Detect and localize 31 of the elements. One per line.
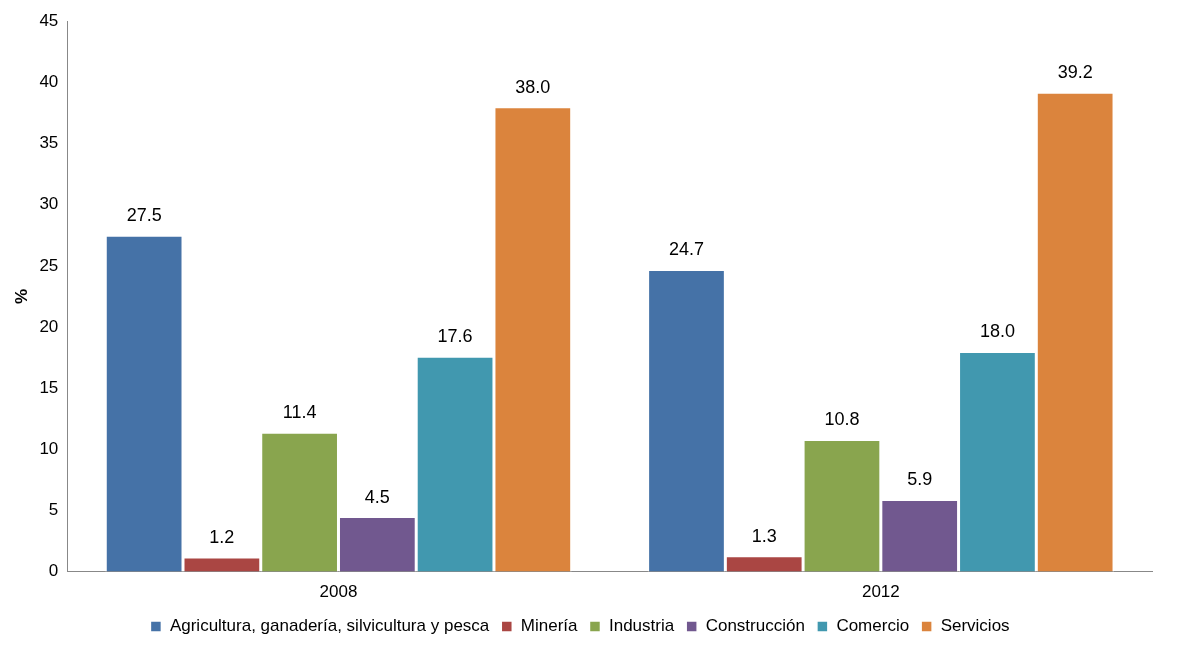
legend-label: Servicios — [940, 616, 1010, 636]
data-label: 1.2 — [209, 526, 235, 547]
y-tick-label: 45 — [39, 10, 59, 30]
legend-label: Agricultura, ganadería, silvicultura y pesca — [169, 616, 490, 636]
legend-label: Construcción — [705, 616, 805, 636]
y-tick-label: 0 — [48, 561, 59, 581]
y-axis-title: % — [11, 288, 31, 304]
data-label: 17.6 — [437, 326, 473, 347]
y-tick-label: 20 — [39, 316, 59, 336]
y-tick-label: 30 — [39, 194, 59, 214]
data-label: 10.8 — [824, 409, 860, 430]
y-tick-label: 25 — [39, 255, 59, 275]
y-tick-label: 40 — [39, 72, 59, 92]
y-tick-label: 5 — [48, 500, 59, 520]
data-label: 11.4 — [282, 402, 317, 423]
data-label: 27.5 — [126, 205, 162, 226]
data-label: 38.0 — [515, 76, 551, 97]
x-tick-label: 2008 — [319, 582, 358, 602]
legend-label: Industria — [608, 616, 675, 636]
data-label: 1.3 — [751, 525, 777, 546]
data-label: 39.2 — [1057, 62, 1093, 83]
data-label: 5.9 — [907, 469, 933, 490]
legend-label: Comercio — [836, 616, 910, 636]
legend-label: Minería — [520, 616, 579, 636]
data-label: 24.7 — [668, 239, 705, 260]
y-tick-label: 35 — [39, 133, 59, 153]
y-tick-label: 10 — [39, 438, 59, 458]
data-label: 18.0 — [979, 321, 1015, 342]
y-tick-label: 15 — [39, 377, 59, 397]
x-tick-label: 2012 — [861, 582, 900, 602]
data-label: 4.5 — [364, 486, 390, 507]
